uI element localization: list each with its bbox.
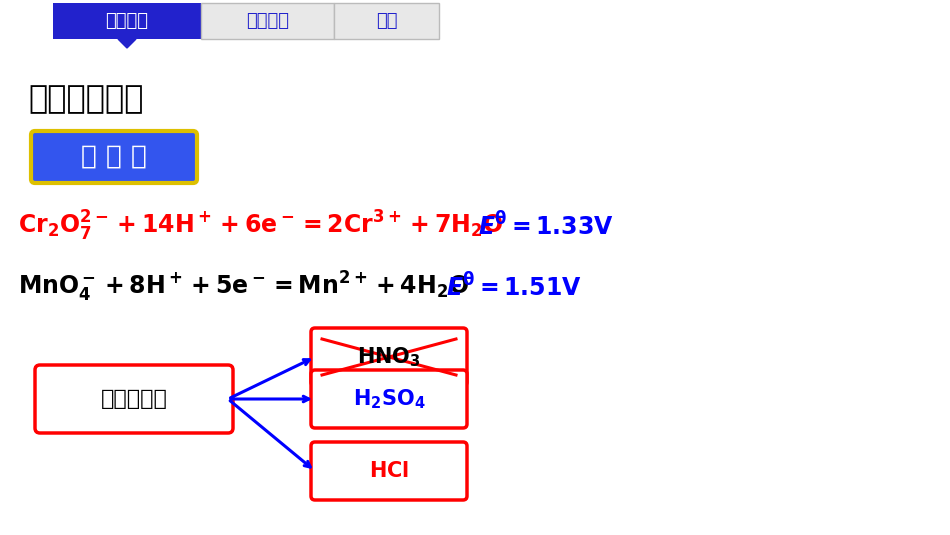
Text: $\bfit{E}$$\bf{^\theta=1.51V}$: $\bfit{E}$$\bf{^\theta=1.51V}$ — [446, 273, 582, 301]
Text: 强酸性介质: 强酸性介质 — [101, 389, 167, 409]
Text: $\bf{MnO_4^- + 8H^+ + 5e^- = Mn^{2+} + 4H_2O\ \ }$: $\bf{MnO_4^- + 8H^+ + 5e^- = Mn^{2+} + 4… — [18, 270, 469, 304]
Text: 应用: 应用 — [376, 12, 397, 30]
Text: $\bfit{E}$$\bf{^\theta=1.33V}$: $\bfit{E}$$\bf{^\theta=1.33V}$ — [478, 212, 614, 240]
FancyBboxPatch shape — [334, 3, 439, 39]
FancyBboxPatch shape — [311, 328, 467, 386]
Text: 强 酸 性: 强 酸 性 — [81, 144, 147, 170]
Polygon shape — [118, 39, 136, 48]
Text: $\bf{HCl}$: $\bf{HCl}$ — [369, 461, 409, 481]
FancyBboxPatch shape — [201, 3, 334, 39]
FancyBboxPatch shape — [311, 442, 467, 500]
Text: 方法特点: 方法特点 — [246, 12, 289, 30]
Text: 一、作用原理: 一、作用原理 — [28, 85, 143, 116]
Text: $\bf{H_2SO_4}$: $\bf{H_2SO_4}$ — [352, 387, 426, 411]
FancyBboxPatch shape — [311, 370, 467, 428]
FancyBboxPatch shape — [53, 3, 201, 39]
FancyBboxPatch shape — [31, 131, 197, 183]
Text: $\bf{Cr_2O_7^{2-} + 14H^+ + 6e^- = 2Cr^{3+} + 7H_2O\ }$: $\bf{Cr_2O_7^{2-} + 14H^+ + 6e^- = 2Cr^{… — [18, 209, 504, 243]
FancyBboxPatch shape — [35, 365, 233, 433]
Text: 作用原理: 作用原理 — [105, 12, 148, 30]
Text: $\bf{HNO_3}$: $\bf{HNO_3}$ — [357, 345, 421, 369]
